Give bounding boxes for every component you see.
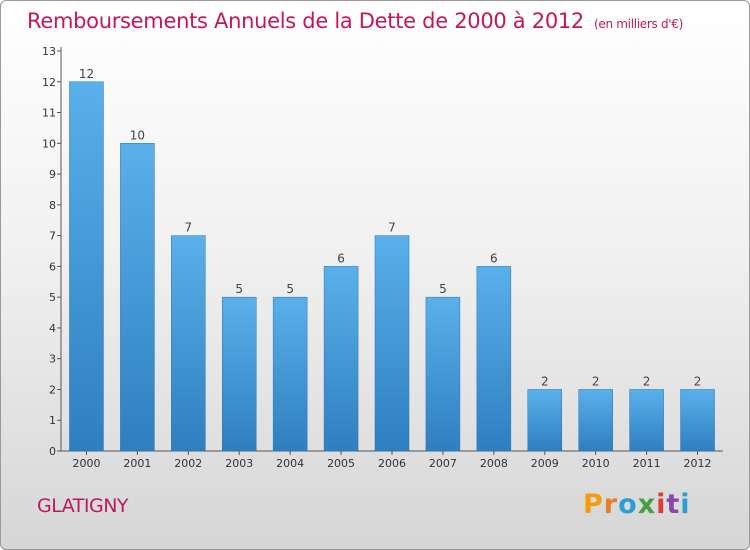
y-tick-label: 5 xyxy=(49,291,56,304)
bar xyxy=(221,296,257,452)
bar xyxy=(629,389,664,452)
y-tick-label: 7 xyxy=(49,230,56,243)
y-tick-label: 8 xyxy=(49,199,56,212)
x-tick-label: 2005 xyxy=(327,457,355,470)
x-tick-label: 2011 xyxy=(633,457,661,470)
logo-letter: P xyxy=(583,489,604,520)
y-tick-label: 3 xyxy=(49,353,56,366)
commune-name: GLATIGNY xyxy=(37,495,129,517)
y-tick-label: 12 xyxy=(42,76,56,89)
proxiti-logo: Proxiti xyxy=(583,489,691,520)
bar-value-label: 7 xyxy=(388,221,396,235)
x-tick-label: 2010 xyxy=(582,457,610,470)
bar-value-label: 5 xyxy=(286,282,294,296)
logo-letter: i xyxy=(680,489,691,520)
logo-letter: r xyxy=(603,489,619,520)
bar-value-label: 2 xyxy=(541,374,549,388)
y-tick-label: 13 xyxy=(42,45,56,58)
bar xyxy=(527,389,563,452)
x-tick-label: 2002 xyxy=(174,457,202,470)
bar xyxy=(425,296,461,452)
chart-title-text: Remboursements Annuels de la Dette de 20… xyxy=(27,9,584,33)
bar-value-label: 10 xyxy=(130,128,145,142)
bar-value-label: 2 xyxy=(592,374,600,388)
bar-value-label: 5 xyxy=(439,282,447,296)
x-tick-label: 2004 xyxy=(276,457,304,470)
y-tick-label: 6 xyxy=(49,260,56,273)
bar-value-label: 7 xyxy=(184,221,192,235)
x-tick-label: 2006 xyxy=(378,457,406,470)
bar xyxy=(120,143,155,452)
bar-value-label: 6 xyxy=(337,251,345,265)
x-tick-label: 2007 xyxy=(429,457,457,470)
x-tick-label: 2003 xyxy=(225,457,253,470)
bar-value-label: 5 xyxy=(235,282,243,296)
bar xyxy=(323,266,359,452)
x-tick-label: 2001 xyxy=(123,457,151,470)
bar xyxy=(374,235,410,452)
y-tick-label: 4 xyxy=(49,322,56,335)
y-tick-label: 0 xyxy=(49,445,56,458)
x-tick-label: 2000 xyxy=(72,457,100,470)
logo-letter: x xyxy=(637,489,657,520)
y-tick-label: 9 xyxy=(49,168,56,181)
y-tick-label: 1 xyxy=(49,414,56,427)
bar xyxy=(69,81,104,452)
x-tick-label: 2008 xyxy=(480,457,508,470)
y-tick-label: 10 xyxy=(42,137,56,150)
bar-value-label: 2 xyxy=(694,374,702,388)
chart-unit: (en milliers d'€) xyxy=(594,17,684,31)
x-tick-label: 2009 xyxy=(531,457,559,470)
y-tick-label: 2 xyxy=(49,383,56,396)
bar xyxy=(680,389,715,452)
bar xyxy=(476,266,512,452)
y-tick-label: 11 xyxy=(42,107,56,120)
bar-value-label: 2 xyxy=(643,374,651,388)
bar xyxy=(578,389,613,452)
x-tick-label: 2012 xyxy=(684,457,712,470)
bar-value-label: 6 xyxy=(490,251,498,265)
chart-title: Remboursements Annuels de la Dette de 20… xyxy=(27,9,683,33)
bar xyxy=(171,235,206,452)
bar-value-label: 12 xyxy=(79,67,94,81)
logo-letter: o xyxy=(618,489,638,520)
logo-letter: t xyxy=(666,489,681,520)
bar xyxy=(272,296,308,452)
logo-letter: i xyxy=(656,489,667,520)
